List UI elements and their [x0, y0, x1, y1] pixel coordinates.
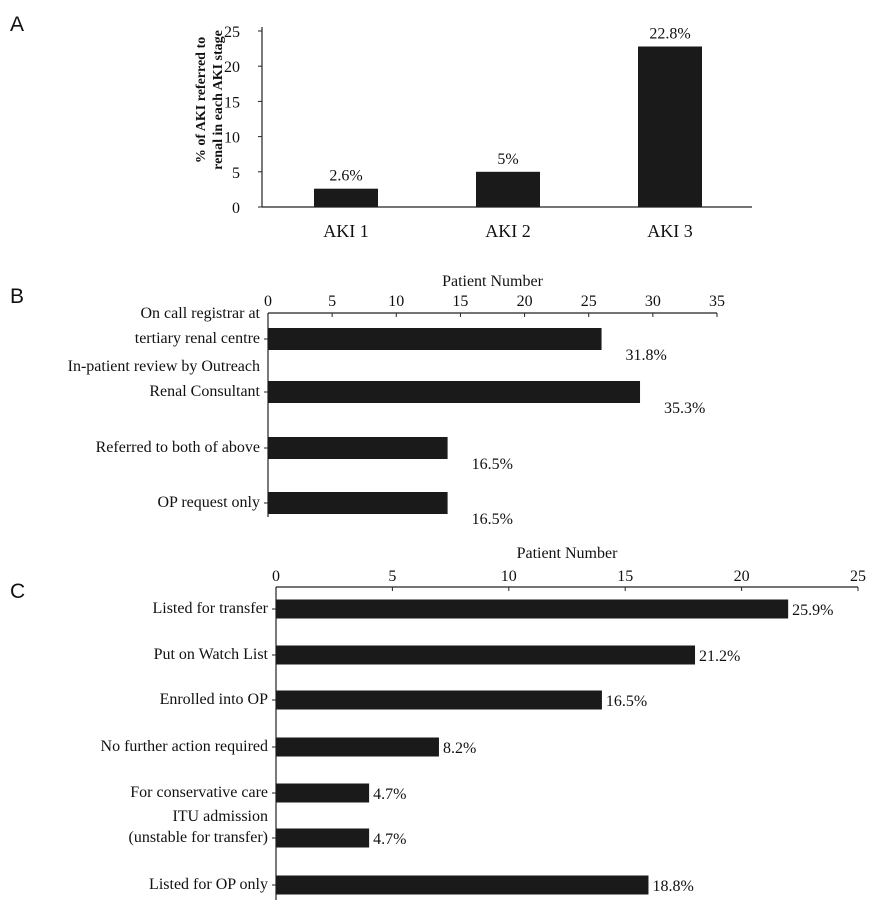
y-axis-label: % of AKI referred to renal in each AKI st…: [194, 30, 226, 170]
x-tick-label: 30: [645, 293, 661, 310]
category-label: Listed for transfer: [152, 600, 268, 617]
x-axis-label: Patient Number: [442, 273, 544, 290]
data-label: 16.5%: [472, 511, 513, 528]
data-label: 4.7%: [373, 831, 406, 848]
bar: [476, 171, 540, 207]
data-label: 5%: [497, 151, 518, 168]
data-label: 21.2%: [699, 648, 740, 665]
bar: [276, 828, 370, 848]
category-label: Referred to both of above: [96, 439, 260, 456]
panel-b-chart: B Patient Number 0 5 10 15 20 25 30 35 31.8% On cal…: [10, 273, 725, 528]
x-tick-label: 0: [272, 568, 280, 585]
data-label: 22.8%: [649, 25, 690, 42]
data-label: 31.8%: [626, 347, 667, 364]
x-tick-label: 15: [617, 568, 633, 585]
x-tick-label: 20: [517, 293, 533, 310]
bar: [268, 492, 448, 514]
category-label: Enrolled into OP: [160, 691, 269, 708]
y-tick-label: 0: [232, 200, 240, 217]
category-label: Listed for OP only: [149, 876, 268, 893]
category-label: Renal Consultant: [149, 383, 260, 400]
panel-letter: B: [10, 285, 24, 308]
y-tick-label: 10: [224, 130, 240, 147]
data-label: 16.5%: [472, 456, 513, 473]
x-tick-label: 10: [501, 568, 517, 585]
category-label: No further action required: [101, 738, 268, 755]
bar: [276, 737, 439, 757]
y-axis-label-line: % of AKI referred to: [194, 37, 209, 163]
category-label: On call registrar at: [141, 305, 261, 322]
x-tick-label: 15: [452, 293, 468, 310]
x-tick-label: 5: [388, 568, 396, 585]
y-tick-label: 5: [232, 165, 240, 182]
bar: [276, 875, 649, 895]
data-label: 25.9%: [792, 602, 833, 619]
category-label: AKI 3: [647, 221, 693, 241]
category-label: tertiary renal centre: [135, 330, 260, 347]
category-label: OP request only: [157, 494, 260, 511]
data-label: 16.5%: [606, 693, 647, 710]
x-tick-label: 0: [264, 293, 272, 310]
bar: [268, 381, 641, 403]
x-tick-label: 5: [328, 293, 336, 310]
x-tick-label: 35: [709, 293, 725, 310]
data-label: 4.7%: [373, 786, 406, 803]
x-tick-label: 25: [850, 568, 866, 585]
y-tick-label: 25: [224, 24, 240, 41]
x-axis-label: Patient Number: [517, 545, 619, 562]
y-tick-label: 15: [224, 94, 240, 111]
data-label: 2.6%: [329, 168, 362, 185]
category-label: For conservative care: [130, 784, 268, 801]
x-tick-label: 10: [388, 293, 404, 310]
bar: [276, 599, 789, 619]
x-tick-label: 20: [734, 568, 750, 585]
data-label: 18.8%: [652, 878, 693, 895]
category-label: AKI 2: [485, 221, 531, 241]
y-tick-label: 20: [224, 59, 240, 76]
data-label: 35.3%: [664, 400, 705, 417]
category-label: AKI 1: [323, 221, 369, 241]
bar: [268, 328, 602, 350]
bar: [268, 437, 448, 459]
bar: [638, 46, 702, 207]
category-label: Put on Watch List: [154, 646, 269, 663]
bar: [276, 690, 602, 710]
y-axis-label-line: renal in each AKI stage: [211, 30, 226, 170]
bar: [276, 645, 696, 665]
x-tick-label: 25: [581, 293, 597, 310]
data-label: 8.2%: [443, 740, 476, 757]
bar: [276, 783, 370, 803]
panel-letter: C: [10, 580, 25, 603]
category-label: In-patient review by Outreach: [68, 358, 260, 375]
panel-c-chart: C Patient Number 0 5 10 15 20 25 25.9% Listed for…: [10, 545, 866, 900]
category-label: (unstable for transfer): [129, 829, 269, 846]
bar: [314, 188, 378, 207]
category-label: ITU admission: [172, 808, 268, 825]
panel-letter: A: [10, 13, 24, 36]
